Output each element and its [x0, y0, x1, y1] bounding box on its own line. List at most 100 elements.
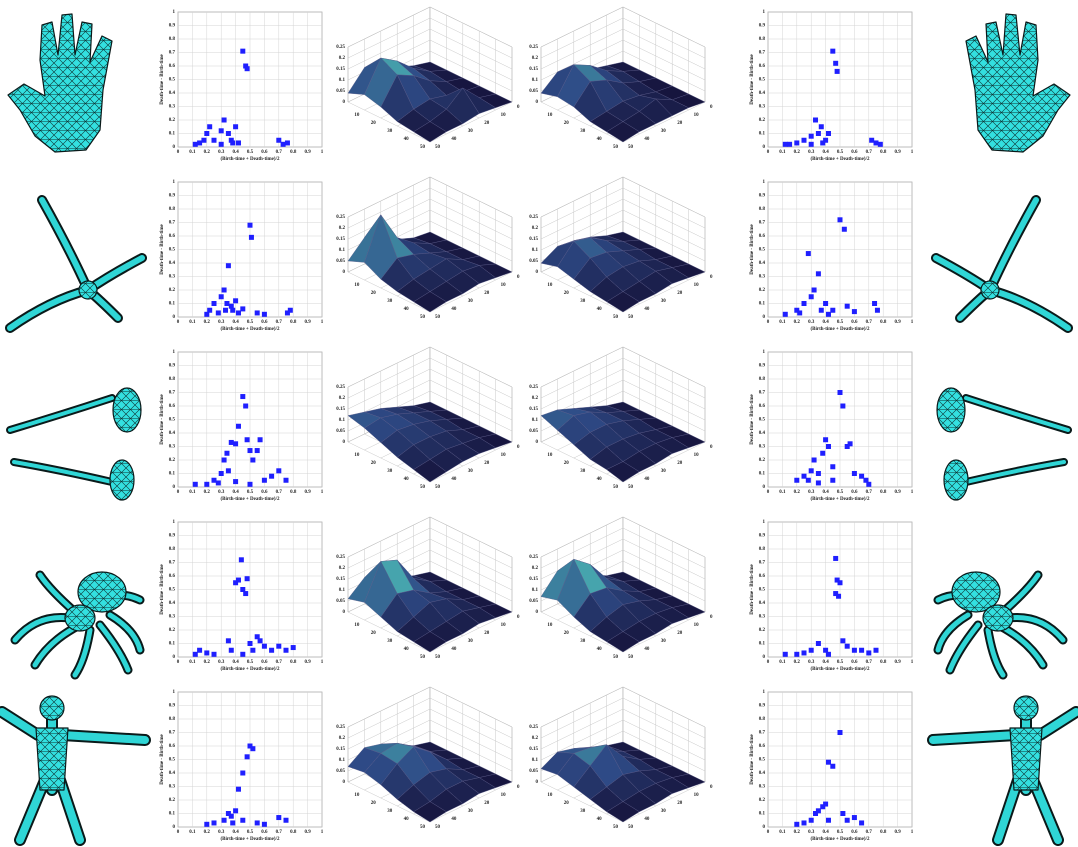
y-tick-label: 1 — [173, 520, 176, 525]
x-tick-label: 0.8 — [290, 830, 297, 835]
point — [809, 648, 814, 653]
x-axis-label: (Birth-time + Death-time)/2 — [811, 837, 870, 842]
point — [193, 652, 198, 657]
x-tick-label: 0.4 — [232, 150, 239, 155]
x-tick-label: 30 — [580, 129, 586, 134]
mesh-column — [2, 14, 145, 840]
point — [226, 263, 231, 268]
y-axis-label: Death-time - Birth-time — [750, 223, 755, 274]
z-tick-label: 0.1 — [339, 248, 346, 253]
point — [229, 440, 234, 445]
y-tick-label: 0.5 — [169, 418, 176, 423]
y-tick-label: 0.3 — [759, 445, 766, 450]
point — [816, 131, 821, 136]
human-mesh — [2, 696, 145, 840]
x-tick-label: 20 — [564, 801, 570, 806]
point — [262, 478, 267, 483]
y-tick-label: 0.4 — [759, 771, 766, 776]
x-tick-label: 10 — [547, 623, 553, 628]
x-tick-label: 50 — [420, 315, 426, 320]
x-tick-label: 0.5 — [837, 660, 844, 665]
mesh-column-right — [933, 14, 1076, 840]
y-tick-label: 40 — [644, 647, 650, 652]
x-tick-label: 0.6 — [261, 150, 268, 155]
x-tick-label: 0.2 — [794, 490, 801, 495]
x-tick-label: 10 — [354, 453, 360, 458]
x-tick-label: 40 — [597, 307, 603, 312]
point — [783, 312, 788, 317]
z-tick-label: 0.25 — [336, 215, 345, 220]
z-tick-label: 0 — [343, 270, 346, 275]
x-tick-label: 0.5 — [837, 320, 844, 325]
y-tick-label: 0.3 — [169, 615, 176, 620]
point — [830, 764, 835, 769]
point — [291, 645, 296, 650]
point — [233, 298, 238, 303]
z-tick-label: 0.2 — [339, 56, 346, 61]
y-tick-label: 0 — [710, 785, 713, 790]
point — [833, 61, 838, 66]
y-tick-label: 0.8 — [169, 37, 176, 42]
point — [223, 308, 228, 313]
x-tick-label: 0.5 — [247, 150, 254, 155]
point — [284, 648, 289, 653]
hand-mesh — [8, 14, 112, 152]
x-tick-label: 0.3 — [218, 320, 225, 325]
y-tick-label: 0.7 — [759, 51, 766, 56]
y-tick-label: 0 — [710, 445, 713, 450]
x-tick-label: 0.6 — [261, 830, 268, 835]
y-tick-label: 0.9 — [759, 364, 766, 369]
z-tick-label: 0.25 — [529, 45, 538, 50]
y-tick-label: 0 — [517, 105, 520, 110]
y-tick-label: 40 — [644, 477, 650, 482]
point — [872, 301, 877, 306]
point — [276, 815, 281, 820]
y-tick-label: 0.9 — [169, 364, 176, 369]
z-tick-label: 0.05 — [336, 429, 345, 434]
point — [820, 451, 825, 456]
x-tick-label: 30 — [387, 129, 393, 134]
point — [204, 482, 209, 487]
z-tick-label: 0.25 — [529, 385, 538, 390]
y-axis-label: Death-time - Birth-time — [160, 733, 165, 784]
y-tick-label: 0.1 — [169, 642, 176, 647]
y-tick-label: 10 — [501, 453, 507, 458]
y-tick-label: 0.9 — [759, 24, 766, 29]
y-tick-label: 50 — [435, 485, 441, 490]
x-tick-label: 0 — [177, 150, 180, 155]
x-tick-label: 0.7 — [276, 660, 283, 665]
x-tick-label: 0.8 — [880, 490, 887, 495]
x-tick-label: 0.8 — [880, 830, 887, 835]
z-tick-label: 0.25 — [336, 725, 345, 730]
point — [212, 301, 217, 306]
z-tick-label: 0.2 — [532, 56, 539, 61]
x-tick-label: 30 — [387, 809, 393, 814]
y-tick-label: 0.2 — [169, 628, 176, 633]
y-tick-label: 0.9 — [759, 704, 766, 709]
x-tick-label: 0.3 — [218, 830, 225, 835]
point — [875, 308, 880, 313]
y-tick-label: 0.6 — [759, 574, 766, 579]
y-tick-label: 0.3 — [759, 785, 766, 790]
point — [245, 437, 250, 442]
x-tick-label: 1 — [911, 320, 914, 325]
point — [207, 124, 212, 129]
y-tick-label: 0.2 — [759, 288, 766, 293]
x-tick-label: 50 — [420, 825, 426, 830]
x-tick-label: 0.7 — [276, 490, 283, 495]
x-tick-label: 0.1 — [189, 320, 196, 325]
point — [224, 301, 229, 306]
z-tick-label: 0.1 — [532, 248, 539, 253]
point — [859, 820, 864, 825]
y-tick-label: 0.2 — [169, 288, 176, 293]
x-tick-label: 0.9 — [304, 150, 311, 155]
point — [802, 138, 807, 143]
x-tick-label: 0.1 — [189, 830, 196, 835]
point — [813, 118, 818, 123]
y-tick-label: 1 — [173, 350, 176, 355]
point — [802, 301, 807, 306]
point — [812, 458, 817, 463]
y-tick-label: 0.1 — [759, 132, 766, 137]
y-tick-label: 0.4 — [169, 431, 176, 436]
x-tick-label: 0.7 — [276, 150, 283, 155]
